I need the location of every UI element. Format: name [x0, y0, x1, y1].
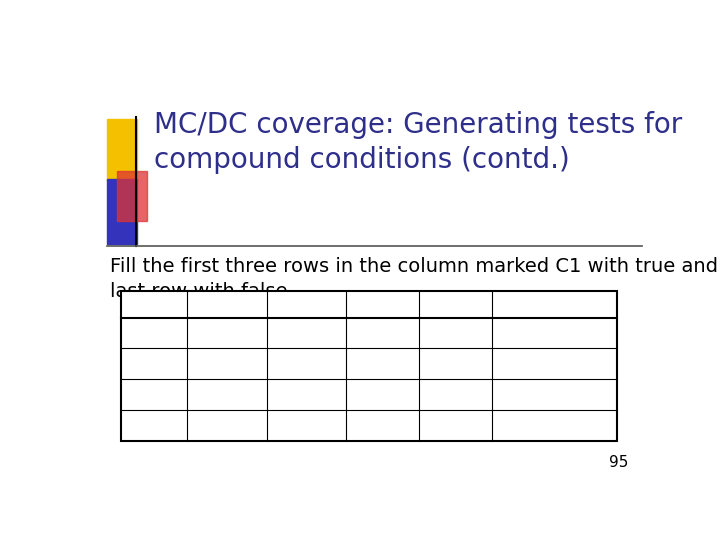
Text: true: true — [436, 324, 476, 342]
Text: false: false — [358, 355, 408, 373]
Bar — [107, 119, 138, 181]
Text: $C_{2}$: $C_{2}$ — [295, 293, 318, 316]
Bar — [107, 179, 138, 244]
Text: Comments: Comments — [501, 295, 608, 314]
Text: true: true — [207, 355, 247, 373]
Text: $t_{4}$: $t_{4}$ — [146, 416, 161, 435]
Text: false: false — [202, 417, 251, 435]
Text: $C$: $C$ — [447, 295, 464, 314]
Text: last row with false.: last row with false. — [109, 282, 293, 301]
Text: true: true — [207, 386, 247, 404]
Text: true: true — [287, 355, 326, 373]
Text: true: true — [363, 324, 403, 342]
Text: true: true — [287, 324, 326, 342]
Text: $t_{1}$: $t_{1}$ — [147, 323, 161, 342]
Text: $C_{1}$: $C_{1}$ — [216, 293, 238, 316]
Text: $t_{2}$: $t_{2}$ — [147, 354, 161, 374]
Text: 95: 95 — [609, 455, 629, 470]
Text: false: false — [282, 386, 331, 404]
Text: false: false — [431, 355, 481, 373]
Text: true: true — [363, 386, 403, 404]
Text: $t_{3}$: $t_{3}$ — [147, 385, 161, 404]
Text: Fill the first three rows in the column marked C1 with true and the: Fill the first three rows in the column … — [109, 257, 720, 276]
Text: true: true — [207, 324, 247, 342]
Text: false: false — [431, 386, 481, 404]
Text: Test: Test — [133, 295, 174, 314]
Bar — [121, 292, 617, 441]
Text: compound conditions (contd.): compound conditions (contd.) — [154, 146, 570, 174]
Bar — [117, 171, 148, 221]
Text: MC/DC coverage: Generating tests for: MC/DC coverage: Generating tests for — [154, 111, 683, 139]
Text: $C_{3}$: $C_{3}$ — [372, 293, 394, 316]
